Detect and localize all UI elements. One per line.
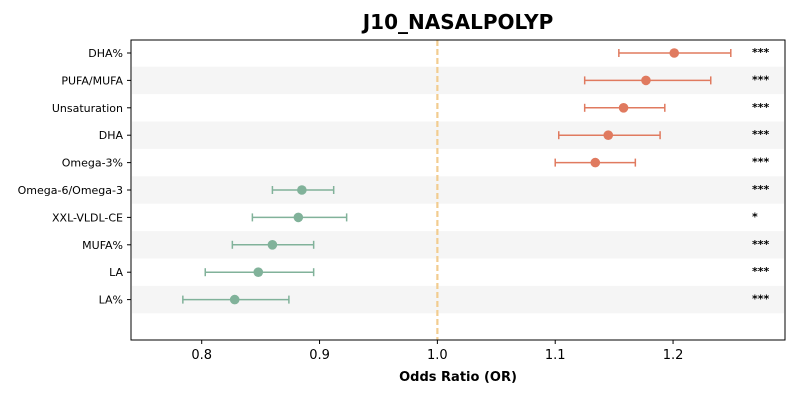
x-axis-label: Odds Ratio (OR) bbox=[399, 370, 517, 385]
data-marks bbox=[182, 48, 732, 305]
row-mark bbox=[231, 240, 315, 250]
significance-label: *** bbox=[752, 73, 770, 86]
x-tick-label: 1.2 bbox=[663, 348, 684, 363]
row-label: Omega-6/Omega-3 bbox=[18, 184, 123, 197]
significance-label: *** bbox=[752, 293, 770, 306]
row-mark bbox=[583, 75, 712, 86]
row-label: Omega-3% bbox=[62, 157, 123, 170]
significance-label: *** bbox=[752, 183, 770, 196]
plot-frame bbox=[130, 39, 786, 341]
row-labels: DHA% PUFA/MUFA Unsaturation DHA Omega-3% Omeg… bbox=[18, 47, 131, 307]
or-point bbox=[590, 157, 601, 168]
row-band bbox=[132, 121, 784, 149]
row-label: LA% bbox=[99, 294, 123, 307]
significance-label: *** bbox=[752, 238, 770, 251]
row-label: PUFA/MUFA bbox=[61, 74, 123, 87]
significance-label: *** bbox=[752, 265, 770, 278]
x-tick-label: 1.1 bbox=[545, 348, 566, 363]
row-mark bbox=[271, 185, 335, 195]
row-label: DHA% bbox=[88, 47, 123, 60]
x-tick-label: 1.0 bbox=[427, 348, 448, 363]
row-mark bbox=[558, 130, 661, 140]
row-label: LA bbox=[109, 266, 123, 279]
or-point bbox=[293, 212, 304, 223]
significance-label: *** bbox=[752, 46, 770, 59]
row-mark bbox=[204, 267, 315, 278]
row-mark bbox=[182, 294, 290, 305]
row-bands bbox=[132, 66, 784, 314]
or-point bbox=[603, 130, 614, 140]
or-point bbox=[641, 75, 651, 86]
significance-label: *** bbox=[752, 101, 770, 114]
significance-label: *** bbox=[752, 128, 770, 141]
or-point bbox=[297, 185, 307, 195]
row-mark bbox=[554, 157, 637, 168]
row-band bbox=[132, 176, 784, 204]
or-point bbox=[229, 294, 240, 305]
chart-title: J10_NASALPOLYP bbox=[361, 10, 554, 34]
x-tick-label: 0.9 bbox=[309, 348, 330, 363]
row-label: DHA bbox=[99, 129, 124, 142]
row-mark bbox=[583, 103, 666, 113]
significance-label: *** bbox=[752, 156, 770, 169]
x-tick-label: 0.8 bbox=[191, 348, 212, 363]
row-mark bbox=[251, 212, 348, 223]
row-mark bbox=[618, 48, 732, 58]
or-point bbox=[267, 240, 278, 250]
or-point bbox=[669, 48, 680, 58]
row-label: MUFA% bbox=[82, 239, 123, 252]
row-label: Unsaturation bbox=[52, 102, 123, 115]
significance-label: * bbox=[752, 210, 758, 223]
or-point bbox=[253, 267, 264, 278]
x-axis: 0.8 0.9 1.0 1.1 1.2 bbox=[191, 340, 683, 363]
significance-labels: **************************** bbox=[752, 46, 770, 306]
row-band bbox=[132, 231, 784, 259]
or-point bbox=[618, 103, 629, 113]
row-label: XXL-VLDL-CE bbox=[52, 211, 123, 224]
